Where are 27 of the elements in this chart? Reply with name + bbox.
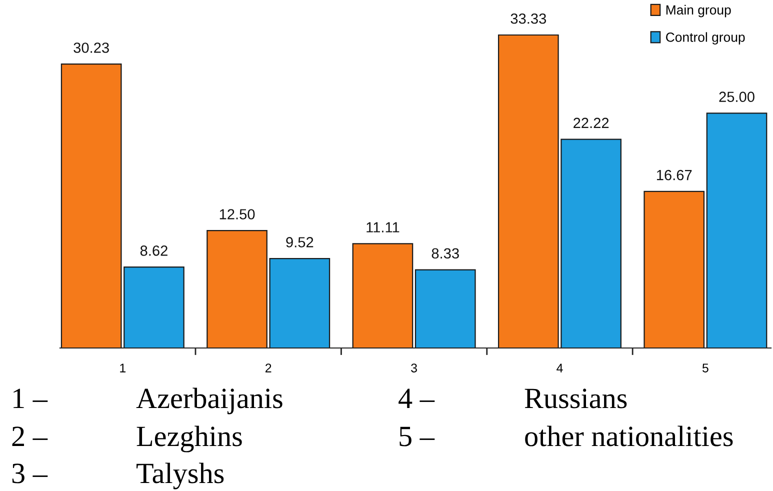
data-label: 16.67 xyxy=(656,170,692,180)
legend-label: Main group xyxy=(666,4,731,18)
x-tick-label: 1 xyxy=(120,364,126,372)
text: other nationalities xyxy=(525,426,733,446)
data-label: 9.52 xyxy=(286,237,314,248)
x-tick-label: 4 xyxy=(556,364,563,372)
legend-label: Control group xyxy=(666,32,745,44)
text: 2 – xyxy=(12,426,48,446)
x-tick-label: 5 xyxy=(702,364,708,372)
data-label: 8.33 xyxy=(432,248,459,259)
data-label: 22.22 xyxy=(574,118,609,128)
data-label: 12.50 xyxy=(220,209,255,220)
data-label: 30.23 xyxy=(74,42,109,53)
text: 4 – xyxy=(398,388,435,408)
text: Lezghins xyxy=(136,426,242,452)
text: 5 – xyxy=(400,426,435,446)
text: Azerbaijanis xyxy=(136,388,282,414)
text: Russians xyxy=(524,388,627,408)
text: 3 – xyxy=(12,464,48,484)
data-label: 11.11 xyxy=(366,222,400,232)
text: 1 – xyxy=(14,388,48,408)
data-label: 33.33 xyxy=(510,13,546,24)
x-tick-label: 3 xyxy=(411,364,417,372)
data-label: 8.62 xyxy=(140,246,168,256)
x-tick-label: 2 xyxy=(266,364,272,372)
data-label: 25.00 xyxy=(719,92,754,102)
text: Talyshs xyxy=(136,462,224,490)
